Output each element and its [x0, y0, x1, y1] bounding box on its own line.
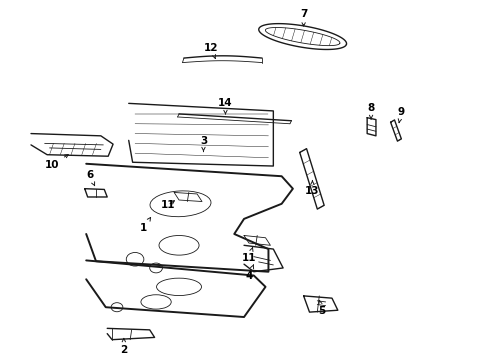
Text: 2: 2: [120, 338, 127, 355]
Text: 1: 1: [140, 217, 150, 233]
Text: 14: 14: [218, 98, 233, 114]
Text: 7: 7: [300, 9, 307, 26]
Text: 8: 8: [368, 103, 375, 119]
Text: 12: 12: [203, 43, 218, 58]
Text: 4: 4: [245, 265, 253, 280]
Text: 9: 9: [398, 107, 405, 123]
Text: 10: 10: [45, 154, 68, 170]
Text: 11: 11: [161, 200, 175, 210]
Text: 13: 13: [305, 181, 319, 196]
Text: 11: 11: [242, 248, 256, 263]
Text: 3: 3: [200, 136, 207, 152]
Text: 6: 6: [86, 170, 95, 186]
Text: 5: 5: [318, 300, 326, 316]
